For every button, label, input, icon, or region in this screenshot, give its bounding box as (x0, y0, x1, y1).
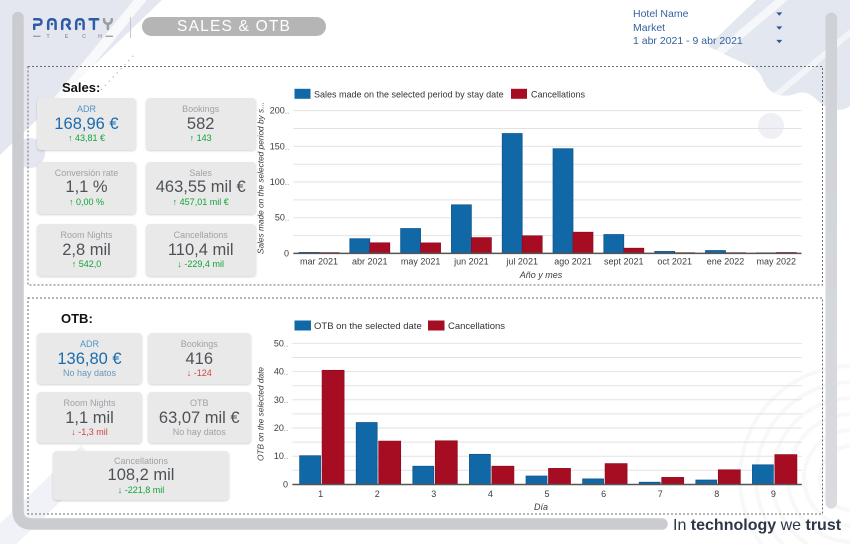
svg-text:Sales made on the selected per: Sales made on the selected period by s..… (256, 102, 266, 254)
svg-text:5: 5 (544, 489, 549, 499)
svg-text:sept 2021: sept 2021 (604, 257, 644, 267)
svg-text:Año y mes: Año y mes (519, 270, 563, 280)
svg-text:oct 2021: oct 2021 (657, 257, 692, 267)
svg-text:50...: 50... (275, 213, 289, 223)
svg-text:may 2022: may 2022 (757, 257, 797, 267)
svg-text:Cancellations: Cancellations (531, 89, 586, 99)
svg-text:40...: 40... (274, 367, 288, 377)
svg-text:30...: 30... (274, 395, 288, 405)
svg-text:Sales made on the selected per: Sales made on the selected period by sta… (314, 89, 504, 99)
svg-text:0: 0 (284, 248, 289, 258)
svg-text:Cancellations: Cancellations (448, 321, 505, 332)
svg-text:20...: 20... (274, 423, 288, 433)
svg-text:10...: 10... (274, 451, 288, 461)
svg-text:jun 2021: jun 2021 (453, 257, 489, 267)
svg-text:6: 6 (601, 489, 606, 499)
svg-text:50...: 50... (274, 338, 288, 348)
svg-text:ago 2021: ago 2021 (554, 257, 592, 267)
svg-text:1: 1 (318, 489, 323, 499)
svg-text:0: 0 (283, 480, 288, 490)
svg-text:8: 8 (714, 489, 719, 499)
svg-text:C: C (82, 34, 86, 40)
svg-text:abr 2021: abr 2021 (352, 257, 388, 267)
svg-text:2: 2 (375, 489, 380, 499)
svg-text:7: 7 (658, 489, 663, 499)
svg-text:H: H (98, 34, 102, 40)
svg-text:mar 2021: mar 2021 (300, 257, 338, 267)
svg-text:200...: 200... (270, 106, 289, 116)
svg-text:may 2021: may 2021 (401, 257, 441, 267)
svg-text:150...: 150... (270, 141, 289, 151)
svg-text:3: 3 (431, 489, 436, 499)
svg-text:Día: Día (534, 502, 548, 512)
svg-text:jul 2021: jul 2021 (505, 257, 538, 267)
svg-text:9: 9 (771, 489, 776, 499)
svg-text:4: 4 (488, 489, 493, 499)
svg-text:100...: 100... (270, 177, 289, 187)
svg-text:T: T (46, 34, 50, 40)
svg-text:OTB on the selected date: OTB on the selected date (314, 321, 422, 332)
svg-text:OTB on the selected date: OTB on the selected date (256, 367, 266, 461)
svg-text:E: E (65, 34, 69, 40)
svg-text:ene 2022: ene 2022 (707, 257, 745, 267)
